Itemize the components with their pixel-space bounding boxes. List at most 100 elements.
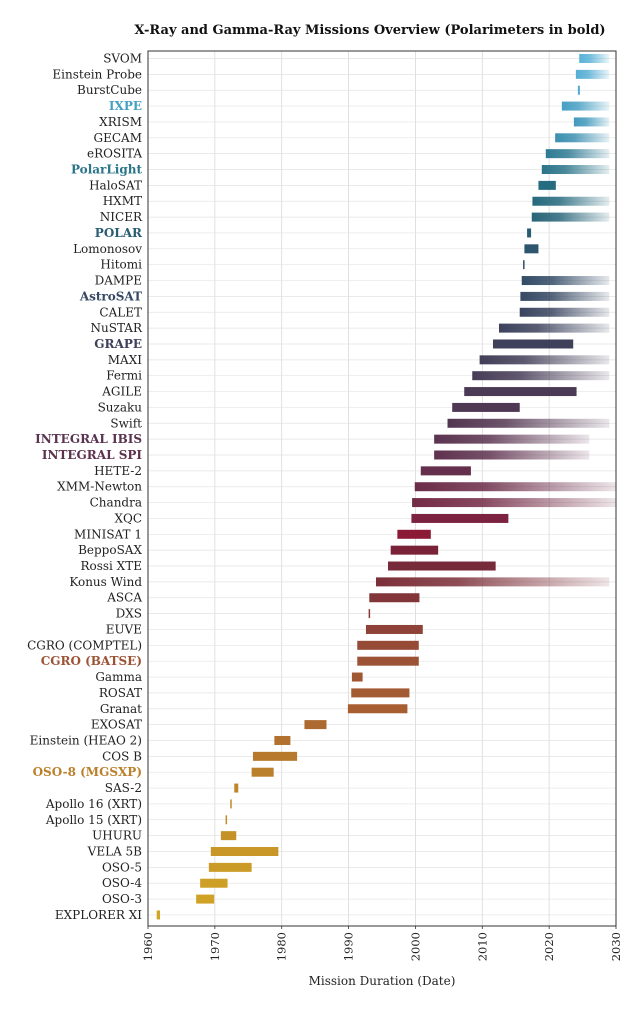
x-tick-label: 2020 xyxy=(542,932,556,961)
mission-label: Apollo 15 (XRT) xyxy=(45,813,142,827)
mission-label: NICER xyxy=(100,210,143,224)
mission-bar xyxy=(492,339,574,349)
mission-bar xyxy=(555,133,610,143)
mission-bar xyxy=(369,593,420,603)
mission-bar xyxy=(479,355,610,365)
x-tick-label: 2000 xyxy=(408,932,422,961)
mission-bar xyxy=(357,656,419,666)
mission-bar xyxy=(434,434,590,444)
mission-bar xyxy=(414,482,616,492)
mission-bar xyxy=(447,418,610,428)
mission-bar xyxy=(545,149,610,159)
mission-bar xyxy=(519,307,610,317)
mission-bar xyxy=(434,450,590,460)
mission-bar xyxy=(368,609,371,619)
mission-label: NuSTAR xyxy=(91,321,143,335)
mission-label: CGRO (COMPTEL) xyxy=(27,638,142,652)
mission-label: EUVE xyxy=(106,622,142,636)
mission-label: VELA 5B xyxy=(87,845,143,859)
mission-label: INTEGRAL SPI xyxy=(42,448,142,462)
mission-label: AGILE xyxy=(101,385,142,399)
mission-bar xyxy=(579,54,610,63)
mission-bar xyxy=(520,291,610,301)
mission-bar xyxy=(357,640,419,650)
mission-label: SVOM xyxy=(103,52,142,66)
mission-label: PolarLight xyxy=(71,163,142,177)
mission-bar xyxy=(234,783,239,793)
mission-label: Fermi xyxy=(106,369,142,383)
mission-bar xyxy=(523,260,525,270)
mission-bar xyxy=(365,624,423,634)
mission-label: DXS xyxy=(116,607,142,621)
mission-label: EXPLORER XI xyxy=(55,908,142,922)
mission-label: Hitomi xyxy=(100,258,142,272)
mission-label: HaloSAT xyxy=(89,178,142,192)
mission-label: Swift xyxy=(110,416,142,430)
mission-bar xyxy=(225,815,228,825)
mission-label: GECAM xyxy=(94,131,142,145)
mission-bar xyxy=(351,672,363,682)
mission-label: Einstein (HEAO 2) xyxy=(30,733,142,747)
mission-label: Apollo 16 (XRT) xyxy=(45,797,142,811)
mission-bar xyxy=(252,751,298,761)
mission-bar xyxy=(532,196,610,206)
mission-bar xyxy=(472,371,610,381)
mission-label: MAXI xyxy=(108,353,142,367)
mission-label: eROSITA xyxy=(87,147,142,161)
mission-label: BurstCube xyxy=(77,83,142,97)
mission-bar xyxy=(274,735,291,745)
x-axis-label: Mission Duration (Date) xyxy=(309,974,456,988)
mission-label: ASCA xyxy=(106,591,142,605)
mission-label: DAMPE xyxy=(95,274,142,288)
mission-label: UHURU xyxy=(92,829,142,843)
mission-label: AstroSAT xyxy=(79,289,142,303)
mission-bar xyxy=(351,688,410,698)
mission-label: CGRO (BATSE) xyxy=(41,654,142,668)
mission-bar xyxy=(499,323,610,333)
plot-frame xyxy=(147,50,617,927)
mission-bar xyxy=(200,878,228,888)
mission-bars xyxy=(156,54,616,920)
mission-label: Konus Wind xyxy=(69,575,142,589)
mission-bar xyxy=(230,799,232,809)
mission-bar xyxy=(251,767,274,777)
mission-label: COS B xyxy=(102,749,142,763)
mission-bar xyxy=(524,244,539,254)
x-tick-label: 1980 xyxy=(275,932,289,961)
x-tick-label: 1970 xyxy=(208,932,222,961)
mission-label: OSO-5 xyxy=(102,860,142,874)
mission-label: EXOSAT xyxy=(91,718,142,732)
mission-bar xyxy=(412,498,616,508)
mission-bar xyxy=(210,847,279,856)
mission-label: Lomonosov xyxy=(73,242,142,256)
mission-label: Suzaku xyxy=(98,400,143,414)
mission-label: POLAR xyxy=(95,226,143,240)
mission-label: Rossi XTE xyxy=(80,559,142,573)
mission-bar xyxy=(527,228,532,238)
x-tick-label: 1960 xyxy=(141,932,155,961)
mission-bar xyxy=(347,704,408,714)
mission-bar xyxy=(464,387,577,397)
chart-title: X-Ray and Gamma-Ray Missions Overview (P… xyxy=(134,23,605,38)
x-tick-label: 2030 xyxy=(609,932,623,961)
mission-bar xyxy=(156,910,161,920)
mission-bar xyxy=(390,545,439,555)
mission-label: OSO-3 xyxy=(102,892,142,906)
mission-bar xyxy=(397,529,431,539)
mission-bar xyxy=(521,276,610,286)
mission-label: IXPE xyxy=(109,99,142,113)
x-axis-ticks: 1960 1970 1980 1990 2000 2010 2020 2030 xyxy=(141,926,623,961)
mission-label: Gamma xyxy=(95,670,142,684)
mission-label: HXMT xyxy=(103,194,142,208)
mission-label: Chandra xyxy=(90,496,142,510)
mission-label: Einstein Probe xyxy=(52,67,142,81)
mission-label: INTEGRAL IBIS xyxy=(35,432,142,446)
mission-bar xyxy=(220,831,237,841)
mission-label: Granat xyxy=(100,702,142,716)
mission-bar xyxy=(573,117,610,127)
mission-bar xyxy=(208,862,252,872)
mission-label: XQC xyxy=(114,511,142,525)
mission-label: BeppoSAX xyxy=(78,543,142,557)
mission-bar xyxy=(411,513,509,523)
